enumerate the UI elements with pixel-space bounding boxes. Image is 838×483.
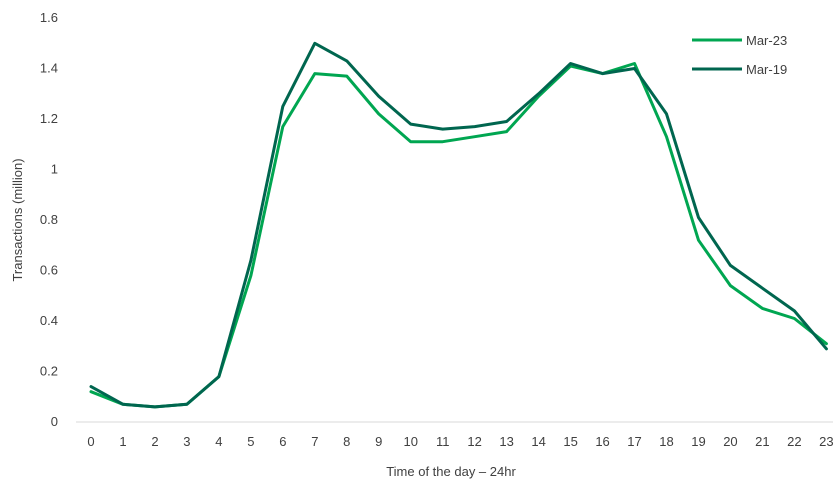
- x-tick-label: 10: [403, 434, 417, 449]
- x-axis-ticks: 0 1 2 3 4 5 6 7 8 9 10 11 12 13 14 15 16 17 18 19 20 21 22 23: [87, 434, 833, 449]
- legend: Mar-23 Mar-19: [692, 33, 787, 77]
- x-tick-label: 17: [627, 434, 641, 449]
- x-tick-label: 11: [436, 434, 450, 449]
- series-lines: [89, 41, 828, 409]
- y-axis-title: Transactions (million): [10, 158, 25, 281]
- x-tick-label: 5: [247, 434, 254, 449]
- x-tick-label: 22: [787, 434, 801, 449]
- y-axis-ticks: 0 0.2 0.4 0.6 0.8 1 1.2 1.4 1.6: [40, 10, 58, 429]
- y-tick-label: 1: [51, 162, 58, 177]
- y-tick-label: 1.2: [40, 111, 58, 126]
- y-tick-label: 0.4: [40, 313, 58, 328]
- y-tick-label: 0: [51, 414, 58, 429]
- x-tick-label: 20: [723, 434, 737, 449]
- y-tick-label: 0.6: [40, 263, 58, 278]
- series-line-mar-23: [89, 62, 828, 409]
- x-tick-label: 0: [87, 434, 94, 449]
- x-tick-label: 9: [375, 434, 382, 449]
- y-tick-label: 0.8: [40, 212, 58, 227]
- x-tick-label: 15: [563, 434, 577, 449]
- x-tick-label: 4: [215, 434, 222, 449]
- x-tick-label: 21: [755, 434, 769, 449]
- x-axis-title: Time of the day – 24hr: [386, 464, 516, 479]
- x-tick-label: 8: [343, 434, 350, 449]
- series-line-mar-19: [89, 41, 828, 409]
- x-tick-label: 12: [467, 434, 481, 449]
- x-tick-label: 2: [151, 434, 158, 449]
- x-tick-label: 19: [691, 434, 705, 449]
- y-tick-label: 0.2: [40, 364, 58, 379]
- x-tick-label: 13: [499, 434, 513, 449]
- x-tick-label: 3: [183, 434, 190, 449]
- x-tick-label: 14: [531, 434, 545, 449]
- x-tick-label: 7: [311, 434, 318, 449]
- legend-label: Mar-19: [746, 62, 787, 77]
- x-tick-label: 16: [595, 434, 609, 449]
- x-tick-label: 1: [119, 434, 126, 449]
- x-tick-label: 18: [659, 434, 673, 449]
- x-tick-label: 6: [279, 434, 286, 449]
- y-tick-label: 1.4: [40, 61, 58, 76]
- legend-label: Mar-23: [746, 33, 787, 48]
- x-tick-label: 23: [819, 434, 833, 449]
- y-tick-label: 1.6: [40, 10, 58, 25]
